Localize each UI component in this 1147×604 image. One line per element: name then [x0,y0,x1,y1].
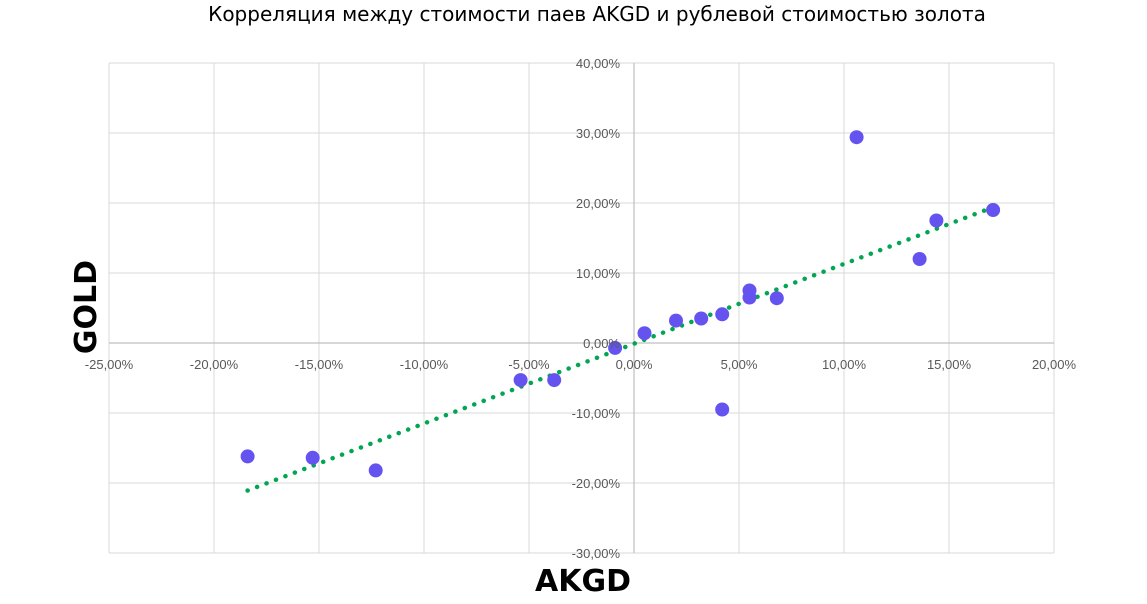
data-points [240,130,1001,478]
trendline [245,204,996,493]
data-point [513,373,528,388]
data-point [547,373,562,388]
data-point [694,311,709,326]
data-point [929,213,944,228]
y-tick-label: 30,00% [576,126,621,141]
data-point [637,326,652,341]
data-point [305,450,320,465]
x-tick-label: -5,00% [508,357,550,372]
data-point [742,283,757,298]
y-tick-label: -20,00% [572,476,621,491]
x-tick-label: -10,00% [400,357,449,372]
x-axis-title: AKGD [535,564,631,599]
axes [109,63,1054,553]
y-tick-label: 10,00% [576,266,621,281]
data-point [368,463,383,478]
y-tick-label: -30,00% [572,546,621,561]
data-point [769,291,784,306]
y-tick-label: -10,00% [572,406,621,421]
data-point [669,313,683,328]
y-tick-label: 20,00% [576,196,621,211]
y-axis-title: GOLD [69,260,104,354]
data-point [715,402,730,417]
x-tick-labels: -25,00% -20,00% -15,00% -10,00% -5,00% 0,00% 5… [85,357,1077,372]
trendline-layer [245,204,996,493]
x-tick-label: -20,00% [190,357,239,372]
data-point [240,449,255,464]
data-point [986,203,1001,217]
data-point [912,252,927,266]
data-point [849,130,864,145]
x-tick-label: 15,00% [927,357,972,372]
x-tick-label: -15,00% [295,357,344,372]
x-tick-label: 5,00% [721,357,758,372]
x-tick-label: 0,00% [616,357,653,372]
y-tick-label: 40,00% [576,56,621,71]
y-tick-label: 0,00% [583,336,620,351]
x-tick-label: 20,00% [1032,357,1077,372]
chart-title: Корреляция между стоимости паев AKGD и р… [208,2,986,26]
data-point [608,340,623,355]
y-tick-labels: -30,00% -20,00% -10,00% 0,00% 10,00% 20,00% 30… [572,56,621,561]
data-point [715,307,730,322]
x-tick-label: -25,00% [85,357,134,372]
x-tick-label: 10,00% [822,357,867,372]
